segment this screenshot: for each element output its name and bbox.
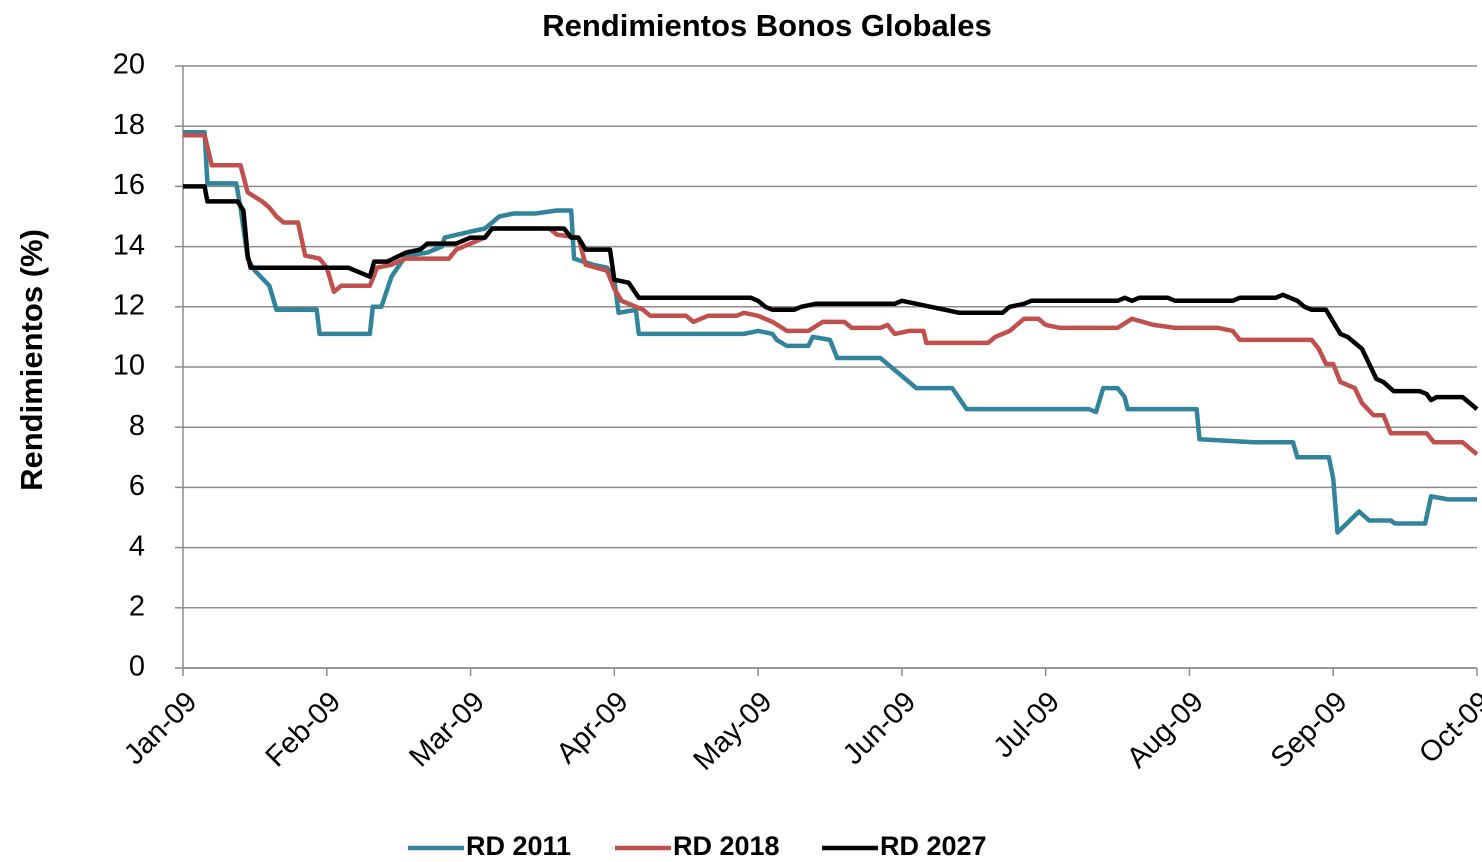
- y-tick-label: 4: [129, 530, 145, 562]
- x-tick-label: Sep-09: [1265, 686, 1354, 775]
- legend-label: RD 2018: [673, 831, 780, 861]
- y-axis-title: Rendimientos (%): [14, 229, 49, 491]
- y-tick-label: 16: [113, 169, 145, 201]
- x-tick-label: Apr-09: [551, 686, 635, 770]
- y-tick-label: 18: [113, 109, 145, 141]
- legend: RD 2011 RD 2018 RD 2027: [408, 831, 987, 861]
- legend-label: RD 2027: [880, 831, 987, 861]
- x-tick-label: Feb-09: [260, 686, 348, 774]
- series-line: [183, 129, 1477, 535]
- x-tick-label: Aug-09: [1121, 686, 1210, 775]
- legend-label: RD 2011: [466, 831, 571, 861]
- series-line: [183, 132, 1479, 457]
- x-tick-label: Oct-09: [1413, 686, 1482, 770]
- y-tick-label: 12: [113, 289, 145, 321]
- y-tick-label: 2: [129, 590, 145, 622]
- y-tick-label: 6: [129, 470, 145, 502]
- y-tick-label: 14: [113, 229, 145, 261]
- chart-title: Rendimientos Bonos Globales: [542, 8, 992, 43]
- series-line: [183, 184, 1479, 411]
- x-tick-label: Jun-09: [837, 686, 922, 771]
- y-tick-label: 0: [129, 651, 145, 683]
- x-tick-label: Jul-09: [988, 686, 1066, 764]
- y-tick-label: 8: [129, 410, 145, 442]
- y-tick-label: 10: [113, 350, 145, 382]
- x-tick-label: Jan-09: [118, 686, 203, 771]
- x-tick-label: May-09: [687, 686, 778, 777]
- x-tick-label: Mar-09: [403, 686, 491, 774]
- y-tick-label: 20: [113, 49, 145, 81]
